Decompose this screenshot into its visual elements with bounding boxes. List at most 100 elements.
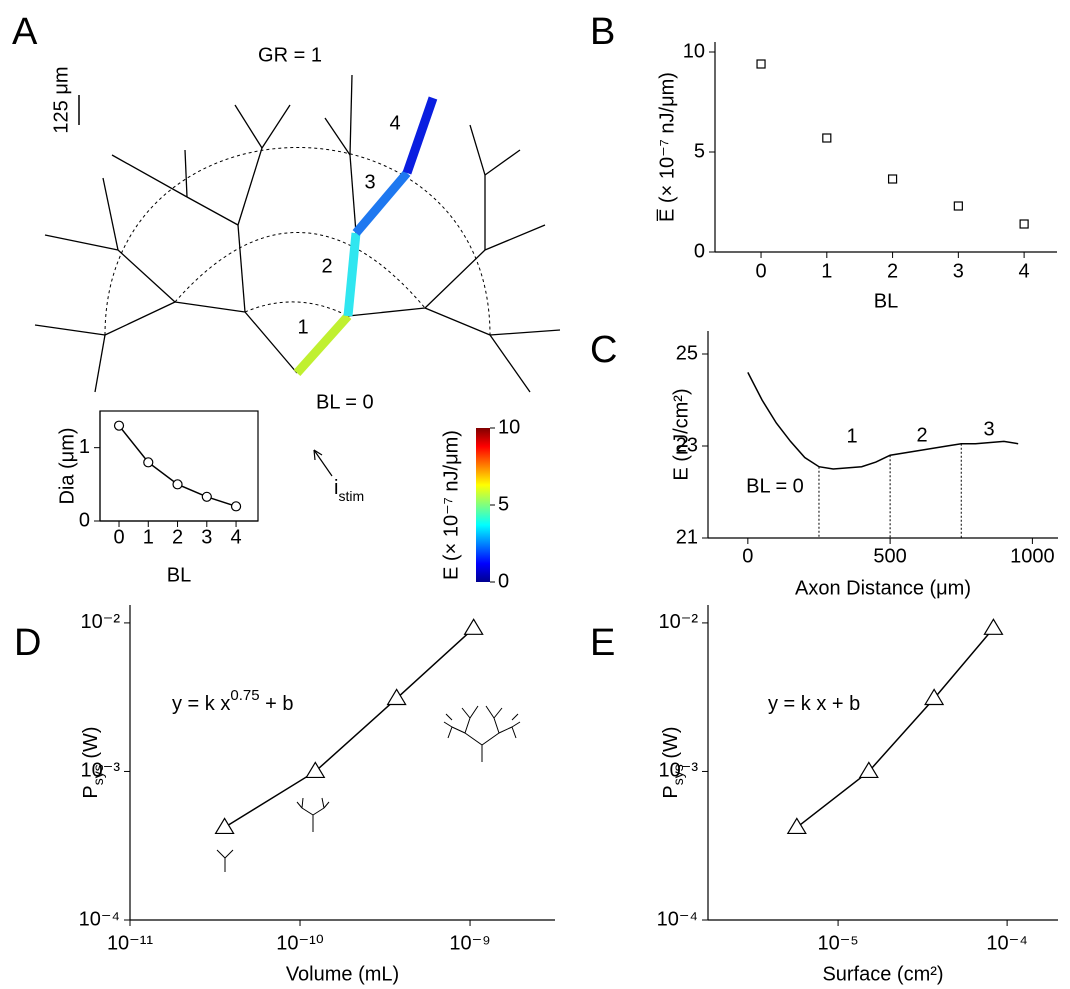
y-tick-label: 0	[79, 509, 90, 531]
y-label-sub: sys	[670, 764, 686, 785]
stim-arrow	[313, 449, 333, 477]
x-tick-label: 10⁻⁹	[449, 932, 490, 954]
y-tick-label: 5	[694, 140, 705, 162]
axon-tree	[34, 74, 561, 393]
y-tick-label: 1	[79, 436, 90, 458]
equation: y = k x + b	[768, 693, 860, 715]
marker	[983, 618, 1004, 635]
x-tick-label: 3	[953, 260, 964, 282]
data-line	[118, 425, 237, 508]
equation-sup: 0.75	[230, 687, 259, 704]
data-line	[796, 627, 995, 829]
tree-icons	[216, 705, 521, 872]
panel-label: B	[590, 11, 615, 53]
marker	[1019, 219, 1029, 229]
x-tick-label: 0	[113, 526, 124, 548]
y-label-main: P	[80, 785, 102, 798]
x-tick-label: 2	[172, 526, 183, 548]
marker	[756, 59, 766, 69]
colorbar	[476, 428, 490, 582]
panel-label: A	[12, 11, 38, 53]
branch-label: 4	[389, 112, 400, 134]
level-arc	[174, 232, 426, 309]
marker	[201, 491, 212, 502]
y-label-main: P	[660, 785, 682, 798]
level-arc	[244, 301, 349, 317]
x-tick-label: 2	[887, 260, 898, 282]
y-axis-label: Psys (W)	[80, 726, 105, 798]
bl-label: BL = 0	[316, 391, 374, 413]
x-tick-label: 500	[873, 545, 906, 567]
x-tick-label: 10⁻¹¹	[107, 932, 153, 954]
colorbar-tick-label: 5	[498, 493, 509, 515]
data-line	[224, 627, 475, 829]
branch-label: 2	[321, 255, 332, 277]
marker	[786, 817, 807, 835]
data-line	[747, 372, 1019, 470]
tree-icon	[443, 705, 521, 762]
y-label-unit: (W)	[80, 726, 102, 764]
boundary-label: 3	[983, 418, 994, 440]
x-tick-label: 10⁻⁵	[818, 932, 859, 954]
marker	[214, 817, 235, 835]
x-tick-label: 4	[1019, 260, 1030, 282]
y-label-sub: sys	[90, 764, 106, 785]
y-axis-label: Psys (W)	[660, 726, 685, 798]
boundary-label: 2	[916, 424, 927, 446]
y-tick-label: 21	[676, 526, 698, 548]
x-axis-label: Axon Distance (μm)	[795, 577, 971, 599]
branch-label: 3	[364, 171, 375, 193]
y-tick-label: 10⁻³	[81, 760, 121, 782]
branch-label: 1	[297, 316, 308, 338]
marker	[386, 688, 407, 706]
equation-main: y = k x + b	[768, 693, 860, 715]
colorbar-tick-label: 10	[498, 416, 520, 438]
marker	[143, 457, 154, 468]
marker	[887, 174, 898, 184]
panel-label: C	[590, 329, 617, 371]
y-label-unit: (W)	[660, 726, 682, 764]
x-tick-label: 1000	[1010, 545, 1055, 567]
y-axis-label: E (nJ/cm²)	[670, 388, 692, 480]
y-axis-label: Dia (μm)	[56, 427, 78, 504]
x-axis-label: Surface (cm²)	[822, 963, 943, 985]
y-tick-label: 0	[694, 240, 705, 262]
y-tick-label: 25	[676, 342, 698, 364]
x-tick-label: 10⁻¹⁰	[276, 932, 323, 954]
marker	[924, 688, 945, 706]
equation-main: y = k x	[172, 693, 230, 715]
marker	[230, 501, 242, 512]
marker	[113, 420, 125, 431]
tree-icon	[296, 797, 330, 832]
x-tick-label: 0	[755, 260, 766, 282]
x-tick-label: 1	[821, 260, 832, 282]
scale-bar-label: 125 μm	[50, 66, 72, 133]
x-axis-label: Volume (mL)	[286, 963, 399, 985]
colorbar-label: E (× 10⁻⁷ nJ/μm)	[440, 430, 462, 580]
x-axis-label: BL	[167, 564, 191, 586]
x-tick-label: 1	[143, 526, 154, 548]
y-tick-label: 10⁻³	[659, 760, 699, 782]
marker	[822, 133, 832, 143]
equation-tail: + b	[260, 693, 294, 715]
y-tick-label: 10⁻⁴	[657, 908, 698, 930]
x-axis-label: BL	[874, 290, 898, 312]
marker	[463, 618, 484, 635]
x-tick-label: 10⁻⁴	[986, 932, 1027, 954]
y-tick-label: 10⁻²	[81, 611, 121, 633]
stim-path	[292, 96, 438, 453]
marker	[858, 761, 879, 779]
tree-icon	[216, 849, 234, 872]
gr-label: GR = 1	[258, 44, 322, 66]
x-tick-label: 4	[230, 526, 241, 548]
marker	[305, 761, 326, 779]
y-tick-label: 23	[676, 434, 698, 456]
panel-label: E	[590, 622, 615, 664]
level-arc	[104, 147, 491, 336]
x-tick-label: 0	[742, 545, 753, 567]
y-tick-label: 10⁻²	[659, 611, 699, 633]
colorbar-tick-label: 0	[498, 570, 509, 592]
marker	[953, 201, 963, 211]
y-tick-label: 10⁻⁴	[79, 908, 120, 930]
